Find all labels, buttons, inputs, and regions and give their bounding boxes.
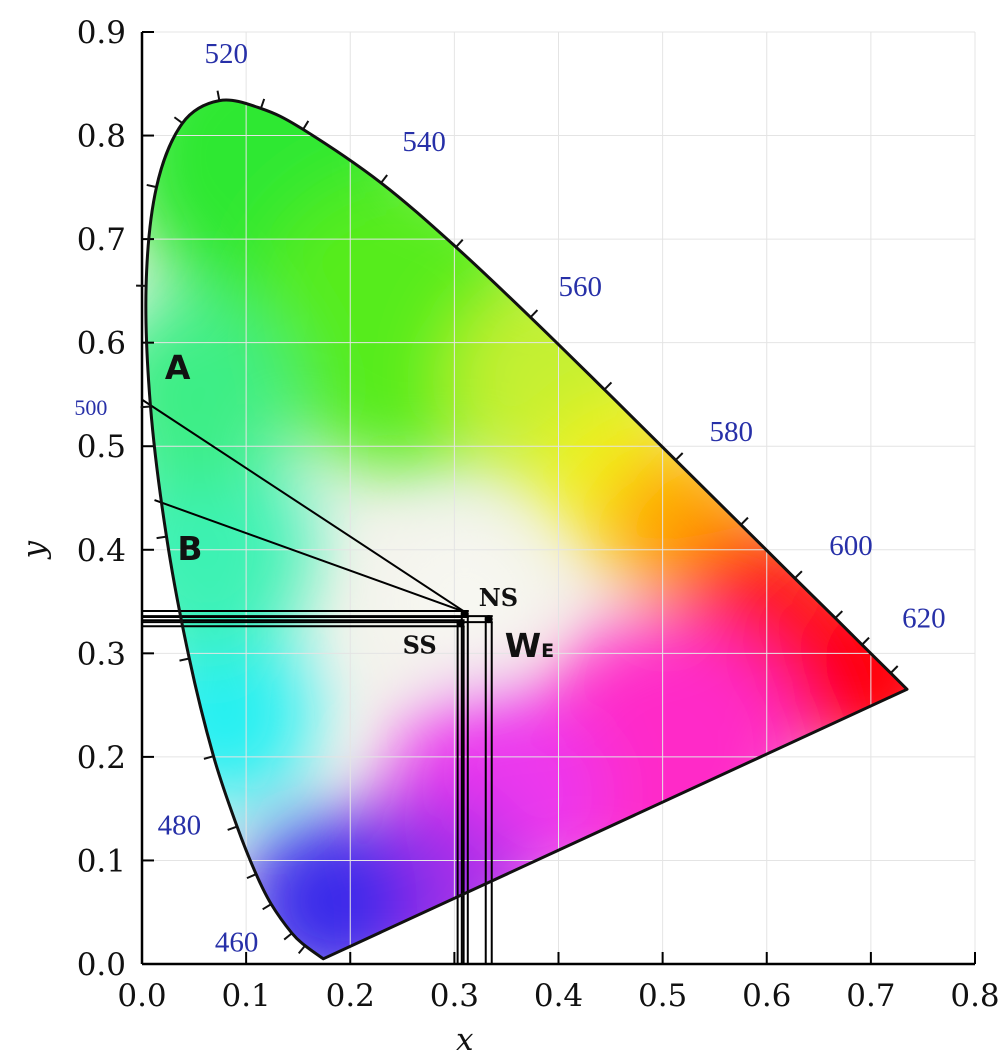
- y-tick-label: 0.9: [77, 15, 126, 51]
- locus-tick: [156, 535, 167, 540]
- spectral-locus: [136, 90, 909, 961]
- y-axis-title: y: [16, 541, 52, 561]
- y-tick-label: 0.6: [77, 326, 126, 362]
- x-tick-label: 0.8: [950, 978, 999, 1014]
- axes: 0.0 0.1 0.2 0.3 0.4 0.5 0.6 0.7 0.8 0.0 0.1 0.2 0.3 0…: [16, 15, 1000, 1058]
- annotation-lines: [141, 398, 493, 964]
- locus-tick: [603, 381, 613, 391]
- locus-tick: [674, 452, 684, 461]
- wavelength-label-620: 620: [902, 602, 946, 634]
- locus-tick: [834, 610, 844, 619]
- x-tick-label: 0.6: [742, 978, 791, 1014]
- y-tick-label: 0.3: [77, 636, 126, 672]
- x-tick-label: 0.5: [638, 978, 687, 1014]
- locus-tick: [173, 116, 184, 124]
- gamut-color-fill: [145, 99, 908, 959]
- x-axis-title: x: [456, 1022, 474, 1058]
- locus-outline: [144, 98, 909, 961]
- wavelength-label-600: 600: [829, 530, 873, 562]
- locus-tick: [283, 932, 293, 941]
- y-tick-label: 0.7: [77, 222, 126, 258]
- line-B: [154, 499, 466, 613]
- locus-tick: [259, 98, 266, 109]
- wavelength-label-580: 580: [709, 416, 753, 448]
- wavelength-label-560: 560: [559, 271, 603, 303]
- wavelength-label-460: 460: [215, 927, 259, 959]
- wavelength-label-520: 520: [204, 38, 248, 70]
- wavelength-label-540: 540: [402, 126, 446, 158]
- x-tick-label: 0.2: [326, 978, 375, 1014]
- locus-tick: [380, 174, 388, 184]
- point-marker: [456, 619, 465, 628]
- locus-tick: [227, 825, 238, 831]
- annotation-B: B: [177, 529, 202, 568]
- locus-tick: [146, 183, 157, 189]
- locus-tick: [140, 405, 151, 409]
- x-tick-label: 0.1: [221, 978, 270, 1014]
- x-tick-label: 0.0: [117, 978, 166, 1014]
- point-label-ns: NS: [479, 583, 518, 612]
- locus-tick: [861, 636, 870, 646]
- locus-tick: [302, 120, 310, 130]
- color-blob: [145, 294, 295, 495]
- point-label-ss: SS: [403, 630, 437, 659]
- locus-tick: [297, 945, 306, 955]
- locus-tick: [889, 665, 899, 674]
- x-tick-label: 0.7: [846, 978, 895, 1014]
- locus-tick: [262, 903, 272, 911]
- annotation-A: A: [165, 348, 191, 387]
- color-blob: [399, 536, 530, 667]
- y-tick-label: 0.4: [77, 533, 126, 569]
- locus-tick: [529, 309, 539, 318]
- y-tick-label: 0.5: [77, 429, 126, 465]
- locus-tick: [246, 873, 257, 880]
- x-tick-label: 0.4: [534, 978, 583, 1014]
- locus-tick: [455, 238, 464, 248]
- locus-tick: [794, 570, 803, 579]
- point-label-we-subscript: E: [541, 640, 554, 662]
- wavelength-label-480: 480: [158, 810, 202, 842]
- y-tick-label: 0.8: [77, 119, 126, 155]
- locus-tick: [740, 516, 749, 526]
- line-A: [141, 398, 466, 613]
- point-marker: [484, 615, 493, 624]
- y-tick-label: 0.2: [77, 740, 126, 776]
- wavelength-label-500: 500: [74, 395, 107, 420]
- locus-tick: [216, 90, 221, 101]
- locus-tick: [203, 755, 214, 760]
- locus-tick: [179, 657, 190, 662]
- y-tick-label: 0.0: [77, 947, 126, 983]
- x-tick-label: 0.3: [430, 978, 479, 1014]
- y-tick-label: 0.1: [77, 843, 126, 879]
